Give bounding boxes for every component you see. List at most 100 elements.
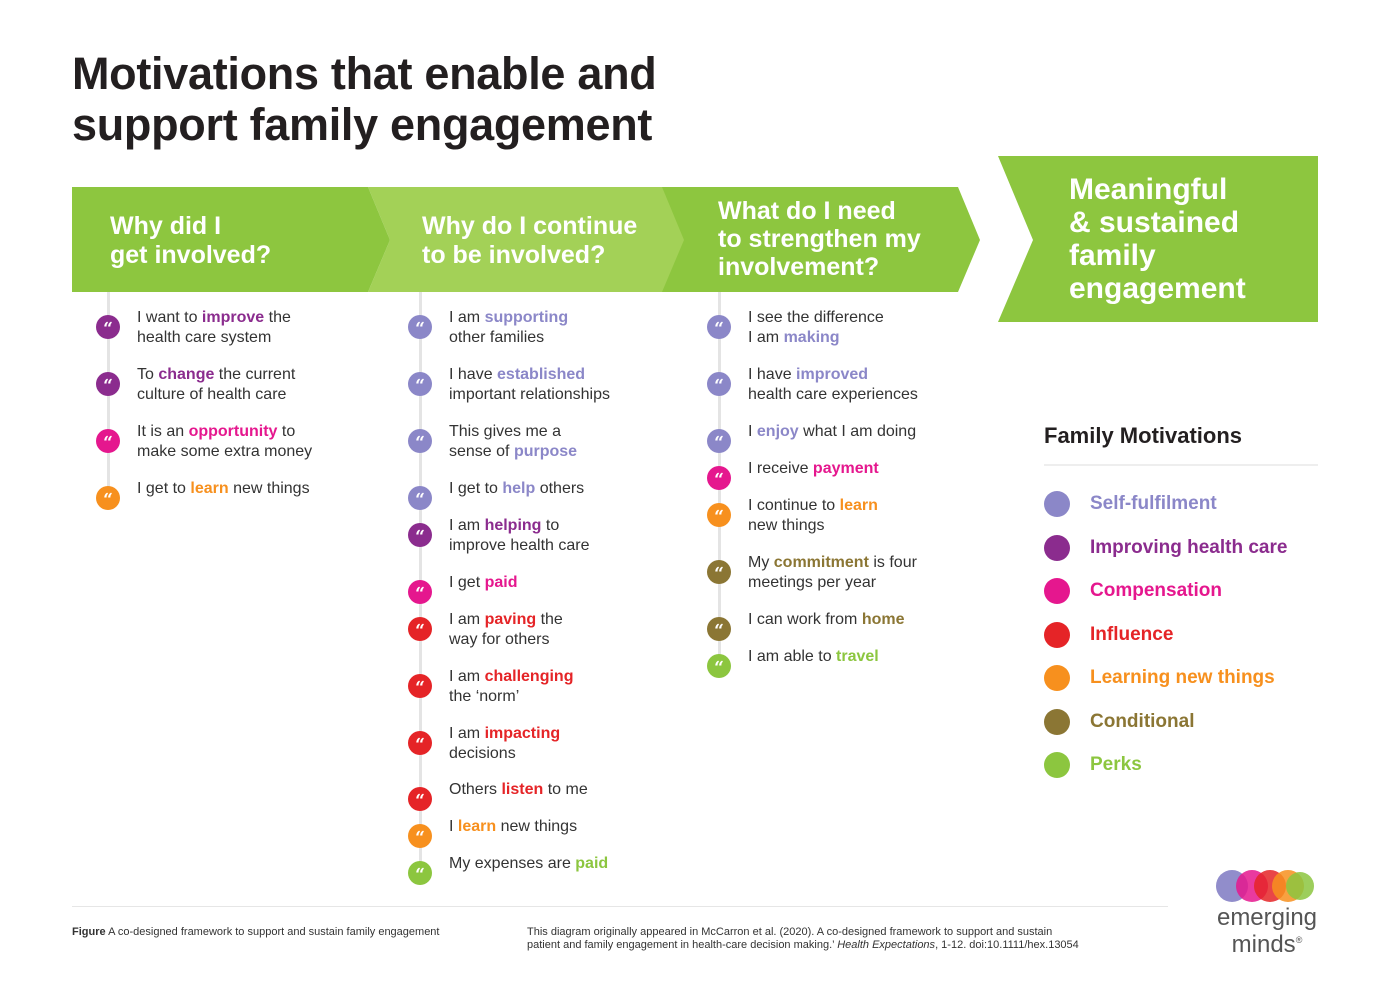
motivation-keyword: supporting <box>484 309 569 326</box>
motivation-keyword: travel <box>836 648 879 665</box>
quote-icon: “ <box>408 486 432 510</box>
legend-dot-icon <box>1044 578 1070 604</box>
motivation-text-plain: new things <box>748 517 825 534</box>
arrow-segment-2 <box>368 187 684 292</box>
motivation-item: “ I see the difference I am making <box>707 308 884 348</box>
citation-line-2a: patient and family engagement in health-… <box>527 939 838 951</box>
header-line: to strengthen my <box>718 225 921 253</box>
motivation-item: “ I learn new things <box>408 817 577 848</box>
motivation-keyword: payment <box>812 460 879 477</box>
motivation-item: “ My commitment is four meetings per year <box>707 553 917 593</box>
legend-label: Self-fulfilment <box>1090 493 1217 514</box>
motivation-text-plain: I receive <box>748 460 813 477</box>
motivation-text: I am able to travel <box>748 647 879 667</box>
quote-icon: “ <box>408 429 432 453</box>
motivation-text-plain: To <box>137 366 159 383</box>
motivation-text: I have established important relationship… <box>449 365 610 405</box>
motivation-text-plain: I can work from <box>748 611 862 628</box>
final-header-line: family <box>1069 239 1156 272</box>
motivation-text: I see the difference I am making <box>748 308 884 348</box>
motivation-item: “ I continue to learn new things <box>707 496 878 536</box>
motivation-item: “ I enjoy what I am doing <box>707 422 916 453</box>
motivation-keyword: challenging <box>484 668 574 685</box>
motivation-item: “ I want to improve the health care system <box>96 308 291 348</box>
header-line: Why do I continue <box>422 212 638 240</box>
motivation-text: This gives me a sense of purpose <box>449 422 577 462</box>
motivation-text-plain: I <box>449 818 458 835</box>
quote-icon: “ <box>707 654 731 678</box>
motivation-item: “ My expenses are paid <box>408 854 608 885</box>
motivation-text-plain: is four <box>868 554 917 571</box>
legend-item: Conditional <box>1044 708 1195 735</box>
title-line-1: Motivations that enable and <box>72 48 657 99</box>
header-line: get involved? <box>110 241 272 269</box>
motivation-item: “ I am paving the way for others <box>408 610 563 650</box>
motivation-text-plain: to <box>277 423 296 440</box>
motivation-text-plain: I am <box>449 517 485 534</box>
motivation-text-plain: what I am doing <box>798 423 917 440</box>
motivation-keyword: home <box>861 611 905 628</box>
legend-label: Compensation <box>1090 580 1222 601</box>
motivation-item: “ This gives me a sense of purpose <box>408 422 577 462</box>
quote-icon: “ <box>707 503 731 527</box>
final-header-line: engagement <box>1069 272 1246 305</box>
motivation-item: “ I am able to travel <box>707 647 879 678</box>
motivation-text: I get to help others <box>449 479 584 499</box>
legend-label: Learning new things <box>1090 667 1275 688</box>
motivation-text-plain: It is an <box>137 423 189 440</box>
header-final-outcome: Meaningful & sustained family engagement <box>1069 173 1246 305</box>
legend-label: Conditional <box>1090 710 1195 732</box>
page-title: Motivations that enable and support fami… <box>72 48 657 150</box>
motivation-text-plain: I get <box>449 574 485 591</box>
legend-item: Learning new things <box>1044 665 1275 691</box>
motivation-text: I continue to learn new things <box>748 496 878 536</box>
motivation-text: I am paving the way for others <box>449 610 563 650</box>
motivation-text: To change the current culture of health c… <box>137 365 295 405</box>
figure-caption-text: A co-designed framework to support and s… <box>105 926 440 938</box>
legend-divider <box>1044 464 1318 466</box>
motivation-text: I get paid <box>449 573 517 593</box>
motivation-item: “ I am challenging the ‘norm’ <box>408 667 573 707</box>
motivation-text-plain: the <box>264 309 291 326</box>
quote-icon: “ <box>408 523 432 547</box>
quote-icon: “ <box>408 674 432 698</box>
motivation-keyword: paid <box>575 855 609 872</box>
header-line: What do I need <box>718 197 896 225</box>
quote-icon: “ <box>408 372 432 396</box>
motivation-text: I am challenging the ‘norm’ <box>449 667 573 707</box>
motivation-text-plain: I am able to <box>748 648 837 665</box>
motivation-text-plain: culture of health care <box>137 386 287 403</box>
motivation-text-plain: I see the difference <box>748 309 884 326</box>
legend-dot-icon <box>1044 665 1070 691</box>
arrow-band <box>72 156 1318 322</box>
motivation-keyword: learn <box>190 480 229 497</box>
motivation-text-plain: I am <box>449 668 485 685</box>
motivation-text: I enjoy what I am doing <box>748 422 916 442</box>
motivation-text-plain: the <box>536 611 563 628</box>
quote-icon: “ <box>96 486 120 510</box>
quote-icon: “ <box>408 731 432 755</box>
quote-icon: “ <box>707 315 731 339</box>
motivation-text-plain: others <box>535 480 585 497</box>
motivation-text-plain: improve health care <box>449 537 590 554</box>
legend-label: Improving health care <box>1090 536 1288 558</box>
motivation-text: I get to learn new things <box>137 479 310 499</box>
motivation-text: I learn new things <box>449 817 577 837</box>
quote-icon: “ <box>408 787 432 811</box>
motivation-text-plain: the current <box>214 366 296 383</box>
motivation-keyword: paving <box>484 611 537 628</box>
quote-icon: “ <box>408 315 432 339</box>
motivation-item: “ To change the current culture of health … <box>96 365 295 405</box>
quote-icon: “ <box>408 861 432 885</box>
quote-icon: “ <box>408 824 432 848</box>
motivation-keyword: improved <box>796 366 869 383</box>
quote-icon: “ <box>707 372 731 396</box>
motivation-text-plain: I get to <box>449 480 503 497</box>
logo-line-2: minds <box>1231 931 1296 958</box>
quote-icon: “ <box>408 617 432 641</box>
column-1-line <box>107 292 110 502</box>
motivation-text-plain: to me <box>543 781 588 798</box>
motivation-keyword: commitment <box>773 554 869 571</box>
motivation-text-plain: This gives me a <box>449 423 562 440</box>
motivation-item: “ I receive payment <box>707 459 879 490</box>
